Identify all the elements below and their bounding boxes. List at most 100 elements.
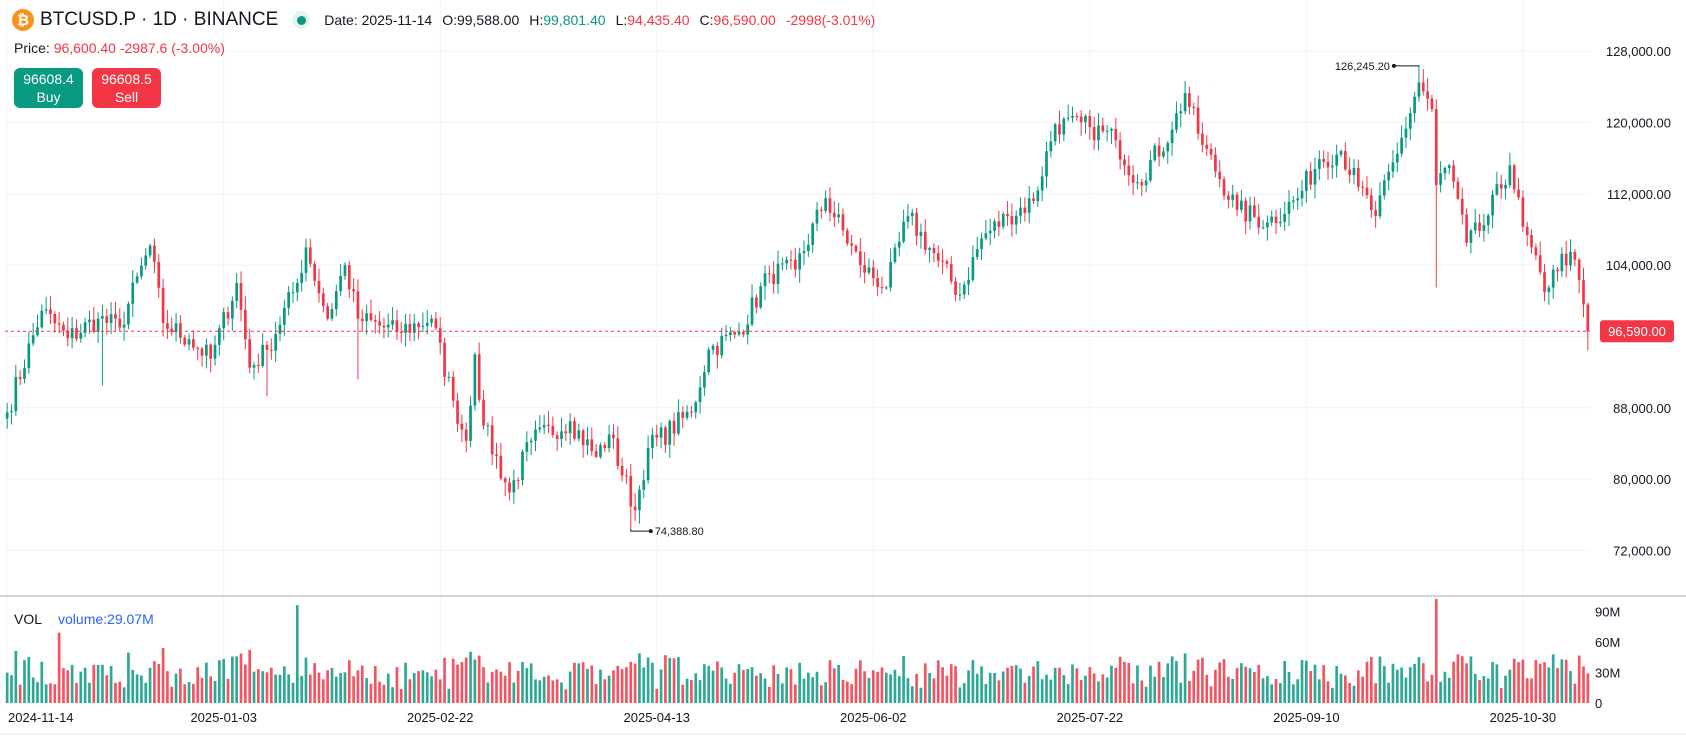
- volume-bar: [1205, 674, 1209, 703]
- volume-bar: [321, 679, 325, 703]
- volume-bar: [313, 663, 316, 703]
- candle-body: [295, 282, 299, 293]
- volume-tick-label: 0: [1595, 696, 1602, 711]
- volume-bar: [278, 674, 282, 703]
- symbol-title[interactable]: BTCUSD.P · 1D · BINANCE: [40, 9, 279, 30]
- volume-bar: [464, 657, 468, 703]
- volume-bar: [1322, 665, 1326, 703]
- volume-bar: [928, 672, 931, 703]
- candle-body: [1140, 182, 1144, 186]
- price-readout: Price: 96,600.40 -2987.6 (-3.00%): [14, 40, 225, 56]
- volume-bar: [166, 671, 169, 703]
- volume-bar: [793, 684, 797, 703]
- volume-bar: [66, 670, 70, 703]
- candle-body: [40, 310, 44, 328]
- volume-bar: [1452, 661, 1455, 703]
- candle-body: [308, 247, 312, 264]
- volume-bar: [395, 667, 399, 703]
- volume-bar: [828, 660, 832, 703]
- candle-body: [231, 300, 234, 319]
- candle-body: [438, 328, 442, 343]
- candle-body: [1218, 171, 1222, 180]
- candle-body: [477, 354, 481, 400]
- volume-bar: [451, 658, 455, 703]
- candle-body: [96, 318, 100, 332]
- volume-bar: [664, 655, 667, 703]
- candle-body: [1149, 160, 1152, 181]
- candle-body: [746, 324, 750, 335]
- volume-bar: [473, 659, 477, 703]
- volume-bar: [945, 675, 949, 703]
- volume-bar: [867, 677, 871, 703]
- candle-body: [473, 354, 477, 406]
- candle-body: [967, 279, 970, 285]
- candle-body: [793, 259, 797, 270]
- volume-bar: [417, 671, 420, 703]
- volume-bar: [218, 660, 221, 703]
- candle-body: [776, 263, 780, 285]
- candle-body: [1573, 251, 1577, 260]
- volume-bar: [993, 672, 996, 703]
- candle-body: [282, 307, 286, 325]
- candle-body: [1032, 198, 1035, 201]
- candle-body: [161, 287, 165, 324]
- volume-bar: [1560, 659, 1564, 703]
- volume-bar: [1027, 676, 1031, 703]
- candle-body: [1556, 269, 1559, 272]
- candle-body: [521, 451, 524, 481]
- volume-bar: [551, 680, 555, 703]
- volume-bar: [1214, 669, 1217, 703]
- volume-bar: [802, 678, 806, 703]
- volume-bar: [1131, 683, 1135, 703]
- volume-bar: [1218, 662, 1222, 703]
- volume-bar: [1071, 664, 1074, 703]
- candle-body: [222, 312, 226, 329]
- volume-bar: [148, 667, 152, 703]
- candle-body: [802, 251, 806, 254]
- volume-bar: [499, 671, 503, 703]
- buy-button[interactable]: 96608.4 Buy: [14, 68, 83, 108]
- candle-body: [811, 223, 814, 245]
- candle-body: [1188, 93, 1191, 108]
- volume-bar: [1521, 659, 1525, 703]
- volume-bar: [1240, 663, 1243, 703]
- volume-bar: [265, 672, 269, 703]
- sell-button[interactable]: 96608.5 Sell: [92, 68, 161, 108]
- candle-body: [1266, 222, 1269, 228]
- volume-bar: [40, 661, 44, 703]
- volume-bar: [70, 664, 74, 703]
- candle-body: [1326, 161, 1330, 168]
- candle-body: [395, 320, 399, 333]
- candle-body: [832, 212, 836, 218]
- volume-bar: [477, 655, 481, 703]
- volume-bar: [183, 684, 187, 703]
- candle-body: [252, 365, 256, 368]
- volume-bar: [642, 667, 646, 703]
- volume-bar: [291, 682, 295, 703]
- candle-body: [1335, 154, 1339, 166]
- candle-body: [434, 318, 438, 329]
- candle-body: [638, 489, 641, 511]
- volume-bar: [1175, 660, 1178, 703]
- volume-bar: [854, 668, 858, 703]
- volume-bar: [1504, 675, 1507, 703]
- candle-body: [555, 435, 559, 440]
- volume-bar: [750, 667, 754, 703]
- volume-bar: [716, 661, 719, 703]
- volume-bar: [1157, 661, 1161, 703]
- candle-body: [1292, 200, 1295, 202]
- candle-body: [1404, 128, 1408, 138]
- candle-body: [1144, 180, 1148, 186]
- volume-bar: [850, 684, 853, 703]
- candle-body: [1365, 187, 1369, 196]
- candle-body: [1430, 98, 1434, 110]
- candle-body: [850, 243, 853, 246]
- candle-body: [781, 263, 784, 265]
- volume-bar: [876, 671, 879, 703]
- volume-bar: [1266, 676, 1269, 703]
- volume-bar: [127, 652, 130, 703]
- candle-body: [819, 209, 823, 211]
- candle-body: [1014, 215, 1018, 225]
